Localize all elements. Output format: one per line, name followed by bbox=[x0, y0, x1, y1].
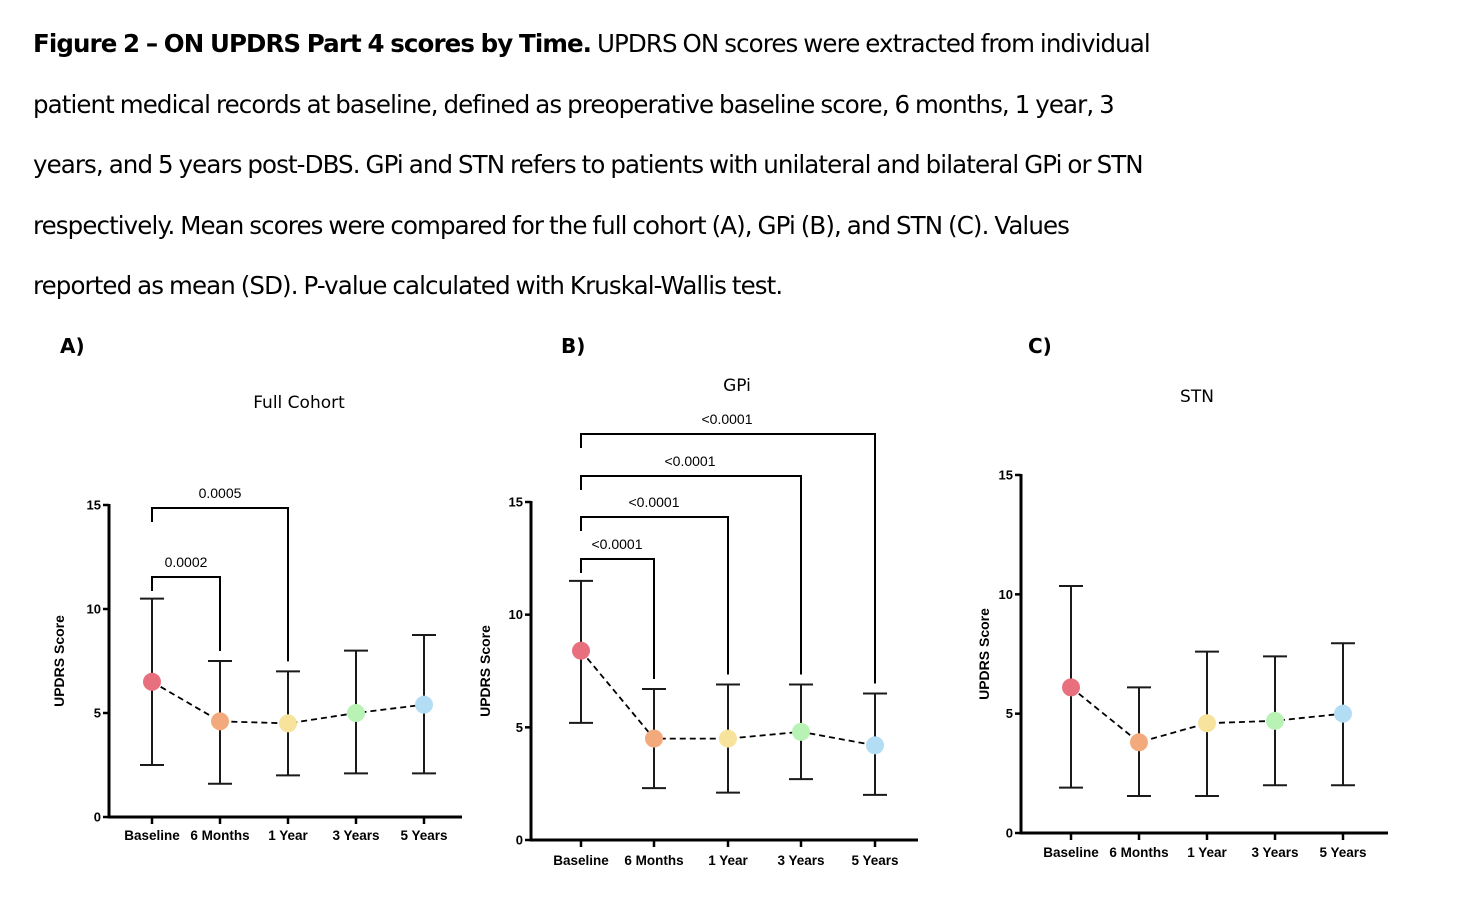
comparison-bracket bbox=[151, 507, 289, 662]
mean-point bbox=[143, 672, 161, 691]
x-tick-label: 6 Months bbox=[190, 828, 249, 843]
mean-point bbox=[572, 641, 590, 660]
y-axis-label: UPDRS Score bbox=[976, 608, 992, 700]
chart-b: 0 5 10 15 UPDRS Score Baseline 6 Months 1 Year 3… bbox=[477, 411, 918, 868]
y-tick-label: 15 bbox=[999, 468, 1013, 483]
mean-point bbox=[415, 695, 433, 714]
chart-title-b: GPi bbox=[723, 376, 751, 396]
caption-line-3: years, and 5 years post-DBS. GPi and STN… bbox=[33, 150, 1144, 179]
x-tick-label: Baseline bbox=[553, 853, 609, 868]
mean-point bbox=[645, 729, 663, 748]
mean-point bbox=[1130, 733, 1148, 752]
p-value-label: 0.0002 bbox=[165, 554, 208, 570]
y-tick-label: 5 bbox=[94, 706, 101, 721]
comparison-bracket bbox=[580, 516, 729, 675]
y-tick-label: 0 bbox=[516, 833, 523, 848]
x-tick-label: 6 Months bbox=[1109, 845, 1168, 860]
y-tick-label: 0 bbox=[94, 810, 101, 825]
mean-point bbox=[279, 714, 297, 733]
p-value-label: 0.0005 bbox=[199, 485, 242, 501]
x-tick-label: Baseline bbox=[124, 828, 180, 843]
y-tick-label: 5 bbox=[1006, 706, 1013, 721]
mean-point bbox=[211, 712, 229, 731]
y-tick-label: 10 bbox=[509, 607, 523, 622]
x-tick-label: 3 Years bbox=[777, 853, 824, 868]
figure-caption: Figure 2 – ON UPDRS Part 4 scores by Tim… bbox=[33, 14, 1453, 317]
p-value-label: <0.0001 bbox=[665, 453, 716, 469]
y-axis-label: UPDRS Score bbox=[477, 625, 493, 717]
caption-line-1: Figure 2 – ON UPDRS Part 4 scores by Tim… bbox=[33, 14, 1453, 75]
caption-line-5: reported as mean (SD). P-value calculate… bbox=[33, 271, 783, 300]
x-tick-label: 3 Years bbox=[1251, 845, 1298, 860]
caption-title: Figure 2 – ON UPDRS Part 4 scores by Tim… bbox=[33, 29, 592, 58]
panel-label-c: C) bbox=[1028, 334, 1052, 358]
chart-a: 0 5 10 15 UPDRS Score Baseline 6 Months 1 Year 3… bbox=[51, 485, 462, 843]
x-tick-label: 1 Year bbox=[268, 828, 308, 843]
p-value-label: <0.0001 bbox=[592, 536, 643, 552]
mean-point bbox=[1334, 704, 1352, 723]
caption-line-2: patient medical records at baseline, def… bbox=[33, 89, 1115, 119]
comparison-bracket bbox=[580, 433, 876, 684]
mean-point bbox=[719, 729, 737, 748]
y-tick-label: 10 bbox=[87, 602, 101, 617]
caption-text-1: UPDRS ON scores were extracted from indi… bbox=[591, 29, 1151, 58]
mean-point bbox=[1198, 714, 1216, 733]
comparison-bracket bbox=[151, 576, 221, 651]
p-value-label: <0.0001 bbox=[629, 494, 680, 510]
chart-title-c: STN bbox=[1180, 387, 1214, 407]
panel-label-b: B) bbox=[561, 334, 586, 358]
x-tick-label: 5 Years bbox=[1319, 845, 1366, 860]
mean-point bbox=[1062, 678, 1080, 697]
x-tick-label: 6 Months bbox=[624, 853, 683, 868]
caption-line-4: respectively. Mean scores were compared … bbox=[33, 210, 1070, 240]
chart-title-a: Full Cohort bbox=[253, 393, 345, 413]
comparison-bracket bbox=[580, 558, 655, 680]
y-tick-label: 15 bbox=[87, 498, 101, 513]
x-tick-label: 3 Years bbox=[332, 828, 379, 843]
mean-point bbox=[866, 736, 884, 755]
mean-point bbox=[792, 722, 810, 741]
y-axis-label: UPDRS Score bbox=[51, 615, 67, 707]
y-tick-label: 5 bbox=[516, 720, 523, 735]
p-value-label: <0.0001 bbox=[702, 411, 753, 427]
mean-point bbox=[347, 704, 365, 722]
chart-c: 0 5 10 15 UPDRS Score Baseline 6 Months 1 Year 3… bbox=[976, 468, 1388, 860]
x-tick-label: 1 Year bbox=[708, 853, 748, 868]
x-tick-label: 1 Year bbox=[1187, 845, 1227, 860]
y-tick-label: 0 bbox=[1006, 826, 1013, 841]
mean-line bbox=[151, 681, 425, 725]
x-tick-label: Baseline bbox=[1043, 845, 1099, 860]
comparison-bracket bbox=[580, 475, 802, 675]
x-tick-label: 5 Years bbox=[851, 853, 898, 868]
panel-label-a: A) bbox=[60, 334, 85, 358]
x-tick-label: 5 Years bbox=[400, 828, 447, 843]
mean-point bbox=[1266, 711, 1284, 730]
y-tick-label: 15 bbox=[509, 495, 523, 510]
y-tick-label: 10 bbox=[999, 587, 1013, 602]
